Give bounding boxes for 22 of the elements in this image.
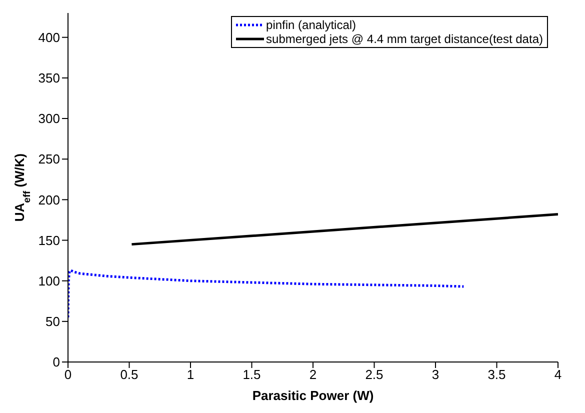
y-tick-label: 150 — [38, 232, 60, 248]
line-series — [68, 269, 465, 319]
x-tick-label: 2.5 — [365, 367, 384, 382]
y-tick-label: 400 — [38, 30, 60, 45]
legend-label: pinfin (analytical) — [266, 18, 356, 32]
x-tick-label: 4 — [554, 367, 562, 382]
y-tick-label: 350 — [38, 70, 60, 86]
x-tick-label: 0.5 — [120, 367, 138, 382]
y-tick-label: 250 — [38, 152, 60, 167]
x-tick-label: 3 — [432, 367, 440, 382]
x-tick-label: 2 — [309, 367, 317, 382]
legend-label: submerged jets @ 4.4 mm target distance(test data) — [266, 32, 543, 46]
y-tick-label: 0 — [52, 354, 60, 370]
x-tick-label: 3.5 — [488, 367, 506, 382]
y-tick-label: 100 — [38, 273, 60, 288]
x-tick-label: 0 — [64, 367, 72, 382]
y-tick-label: 300 — [38, 111, 60, 126]
x-axis-title: Parasitic Power (W) — [252, 388, 374, 403]
x-tick-label: 1.5 — [242, 367, 261, 382]
y-tick-label: 200 — [38, 192, 60, 208]
y-tick-label: 50 — [46, 314, 60, 330]
x-tick-label: 1 — [186, 367, 194, 382]
